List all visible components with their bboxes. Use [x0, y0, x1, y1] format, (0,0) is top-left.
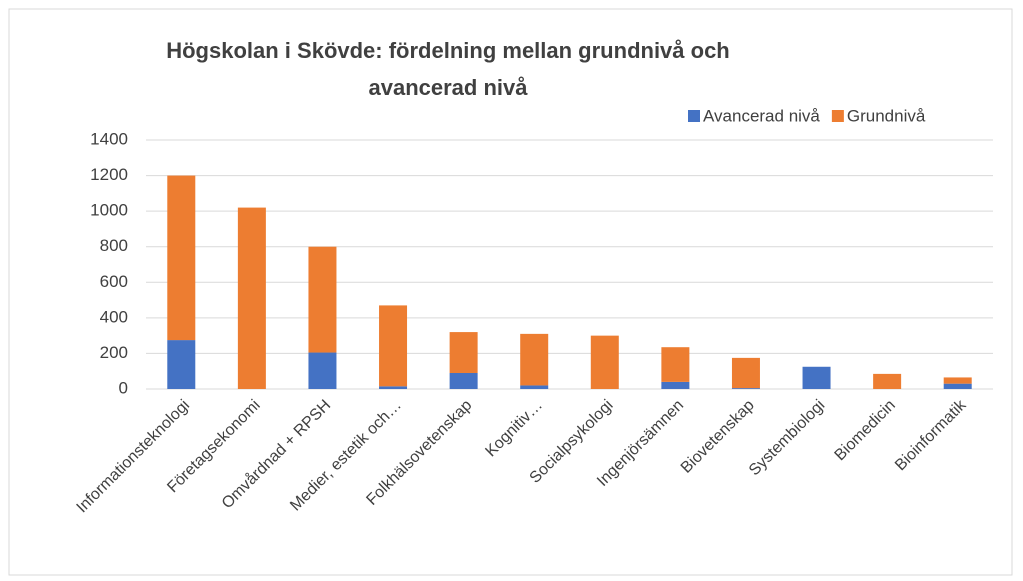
bar-segment	[661, 381, 690, 389]
bar-segment	[167, 340, 196, 389]
legend-label: Grundnivå	[847, 106, 926, 125]
y-tick-label: 600	[100, 272, 128, 291]
y-tick-label: 400	[100, 307, 128, 326]
bar-segment	[449, 332, 478, 373]
y-tick-label: 1000	[90, 201, 128, 220]
y-tick-label: 800	[100, 236, 128, 255]
legend-swatch	[831, 110, 844, 122]
bar-segment	[167, 175, 196, 341]
bar-segment	[731, 357, 760, 389]
y-tick-label: 200	[100, 343, 128, 362]
legend-label: Avancerad nivå	[703, 106, 820, 125]
legend-swatch	[688, 110, 700, 122]
chart-title: avancerad nivå	[369, 75, 529, 100]
y-tick-label: 0	[119, 378, 128, 397]
y-tick-label: 1400	[90, 129, 128, 148]
y-tick-label: 1200	[90, 165, 128, 184]
bar-segment	[449, 372, 478, 389]
chart-title: Högskolan i Skövde: fördelning mellan gr…	[166, 38, 730, 63]
bar-segment	[379, 386, 408, 389]
bar-segment	[379, 305, 408, 387]
bar-segment	[873, 373, 902, 389]
bar-segment	[590, 335, 619, 389]
bar-segment	[802, 366, 831, 389]
bar-segment	[308, 246, 337, 353]
bar-segment	[731, 388, 760, 389]
bar-segment	[237, 207, 266, 389]
bar-segment	[943, 377, 972, 384]
bar-segment	[520, 333, 549, 386]
bar-segment	[661, 347, 690, 382]
bar-segment	[943, 383, 972, 389]
bar-segment	[520, 385, 549, 389]
bar-segment	[308, 352, 337, 389]
